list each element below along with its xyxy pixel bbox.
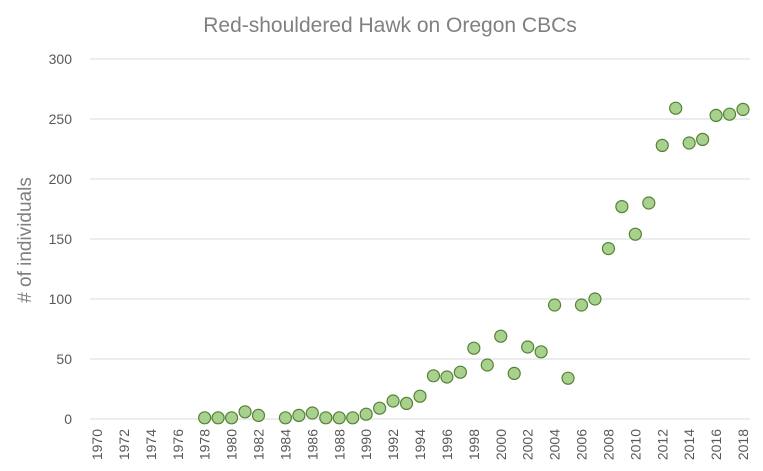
x-tick-label: 1988 xyxy=(331,429,347,460)
y-axis-label: # of individuals xyxy=(15,177,36,303)
x-tick-label: 1972 xyxy=(116,429,132,460)
data-point xyxy=(305,406,319,420)
data-point xyxy=(736,102,750,117)
data-point xyxy=(709,108,723,123)
data-point xyxy=(467,341,481,355)
x-tick-label: 2004 xyxy=(547,429,563,460)
data-point xyxy=(251,408,266,422)
x-tick-label: 1980 xyxy=(224,429,240,460)
data-point xyxy=(413,389,427,403)
x-tick-label: 1970 xyxy=(89,429,105,460)
data-point xyxy=(224,411,239,425)
x-tick-label: 2000 xyxy=(493,429,509,460)
data-point xyxy=(198,411,212,425)
data-point xyxy=(574,298,589,312)
data-point xyxy=(426,369,441,383)
data-point xyxy=(547,298,562,312)
data-point xyxy=(211,411,225,425)
data-point xyxy=(507,366,521,380)
x-tick-label: 1978 xyxy=(197,429,213,460)
y-tick-label: 100 xyxy=(49,291,73,307)
data-point xyxy=(642,196,656,210)
x-tick-label: 2014 xyxy=(681,429,697,460)
data-point xyxy=(655,138,669,152)
x-tick-label: 1992 xyxy=(385,429,401,460)
x-tick-label: 2002 xyxy=(520,429,536,460)
data-point xyxy=(494,329,508,343)
data-point xyxy=(682,136,696,150)
y-tick-label: 200 xyxy=(49,171,73,187)
x-tick-label: 2018 xyxy=(735,429,751,460)
data-point xyxy=(386,394,400,408)
y-tick-label: 150 xyxy=(49,231,73,247)
data-point xyxy=(669,101,683,115)
data-point xyxy=(292,408,306,422)
x-tick-label: 1984 xyxy=(277,429,293,460)
data-point xyxy=(359,407,373,421)
y-tick-label: 300 xyxy=(49,51,73,67)
data-point xyxy=(319,411,333,425)
data-point xyxy=(453,365,467,379)
x-tick-label: 2016 xyxy=(708,429,724,460)
x-tick-label: 1974 xyxy=(143,429,159,460)
data-point xyxy=(521,340,535,354)
x-tick-label: 1998 xyxy=(466,429,482,460)
x-tick-label: 2012 xyxy=(654,429,670,460)
data-point xyxy=(722,107,737,121)
x-tick-label: 1976 xyxy=(170,429,186,460)
data-point xyxy=(588,292,602,306)
data-point xyxy=(373,401,387,415)
data-point xyxy=(332,411,346,425)
x-tick-label: 2006 xyxy=(574,429,590,460)
data-point xyxy=(278,411,293,425)
data-point xyxy=(440,370,454,384)
data-point xyxy=(561,371,575,385)
x-tick-label: 1990 xyxy=(358,429,374,460)
x-tick-label: 2008 xyxy=(600,429,616,460)
y-tick-label: 250 xyxy=(49,111,73,127)
data-point xyxy=(534,345,548,359)
data-point xyxy=(601,242,616,256)
data-point xyxy=(628,227,642,241)
x-tick-label: 1986 xyxy=(304,429,320,460)
data-point xyxy=(346,411,360,425)
data-point xyxy=(480,358,494,372)
y-tick-label: 50 xyxy=(56,351,72,367)
x-tick-label: 1982 xyxy=(251,429,267,460)
data-point xyxy=(696,132,710,146)
chart-title: Red-shouldered Hawk on Oregon CBCs xyxy=(203,14,577,37)
data-point xyxy=(615,200,629,214)
x-tick-label: 1994 xyxy=(412,429,428,460)
x-tick-label: 2010 xyxy=(627,429,643,460)
data-point xyxy=(238,405,252,419)
data-point xyxy=(399,396,414,410)
y-tick-label: 0 xyxy=(64,411,72,427)
x-tick-label: 1996 xyxy=(439,429,455,460)
